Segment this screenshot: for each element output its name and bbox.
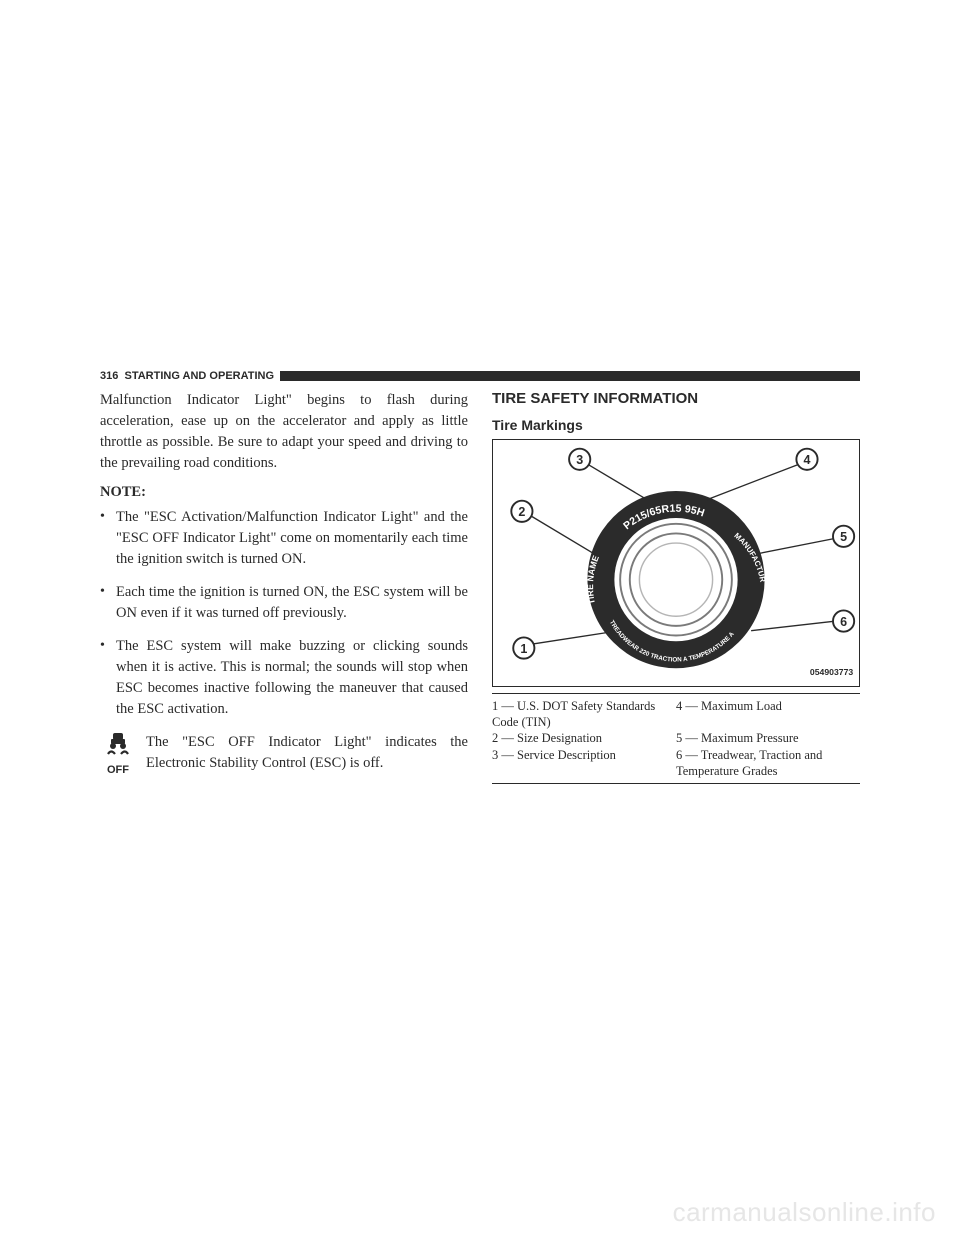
left-column: Malfunction Indicator Light" begins to f… — [100, 390, 468, 784]
legend-cell: 3 — Service Description — [492, 747, 676, 780]
page-number: 316 — [100, 370, 118, 382]
svg-text:4: 4 — [804, 453, 811, 467]
svg-text:054903773: 054903773 — [810, 667, 854, 677]
svg-text:2: 2 — [518, 505, 525, 519]
watermark: carmanualsonline.info — [673, 1197, 936, 1228]
legend-row: 3 — Service Description 6 — Treadwear, T… — [492, 747, 860, 780]
svg-text:1: 1 — [520, 642, 527, 656]
right-column: TIRE SAFETY INFORMATION Tire Markings — [492, 390, 860, 784]
section-name: STARTING AND OPERATING — [124, 370, 274, 382]
note-list: The "ESC Activation/Malfunction Indicato… — [100, 507, 468, 720]
figure-legend: 1 — U.S. DOT Safety Standards Code (TIN)… — [492, 693, 860, 784]
header-bar — [280, 371, 860, 381]
esc-off-label: OFF — [100, 764, 136, 776]
tire-diagram: P215/65R15 95H MANUFACTURER TIRE NAME TR… — [493, 440, 859, 681]
icon-text: The "ESC OFF Indicator Light" indicates … — [146, 732, 468, 774]
legend-row: 1 — U.S. DOT Safety Standards Code (TIN)… — [492, 698, 860, 731]
svg-text:5: 5 — [840, 530, 847, 544]
list-item: The ESC system will make buzzing or clic… — [100, 636, 468, 720]
list-item: Each time the ignition is turned ON, the… — [100, 582, 468, 624]
legend-cell: 1 — U.S. DOT Safety Standards Code (TIN) — [492, 698, 676, 731]
list-item: The "ESC Activation/Malfunction Indicato… — [100, 507, 468, 570]
note-label: NOTE: — [100, 484, 468, 501]
body-paragraph: Malfunction Indicator Light" begins to f… — [100, 390, 468, 474]
esc-off-icon: OFF — [100, 732, 136, 776]
page-content: 316 STARTING AND OPERATING Malfunction I… — [100, 370, 860, 784]
svg-text:3: 3 — [576, 453, 583, 467]
section-title: TIRE SAFETY INFORMATION — [492, 390, 860, 407]
columns: Malfunction Indicator Light" begins to f… — [100, 390, 860, 784]
svg-text:6: 6 — [840, 615, 847, 629]
subsection-title: Tire Markings — [492, 417, 860, 433]
icon-paragraph: OFF The "ESC OFF Indicator Light" indica… — [100, 732, 468, 784]
tire-figure: P215/65R15 95H MANUFACTURER TIRE NAME TR… — [492, 439, 860, 687]
legend-row: 2 — Size Designation 5 — Maximum Pressur… — [492, 730, 860, 746]
legend-cell: 2 — Size Designation — [492, 730, 676, 746]
legend-cell: 6 — Treadwear, Traction and Temperature … — [676, 747, 860, 780]
page-header: 316 STARTING AND OPERATING — [100, 370, 860, 382]
legend-cell: 4 — Maximum Load — [676, 698, 860, 731]
legend-cell: 5 — Maximum Pressure — [676, 730, 860, 746]
